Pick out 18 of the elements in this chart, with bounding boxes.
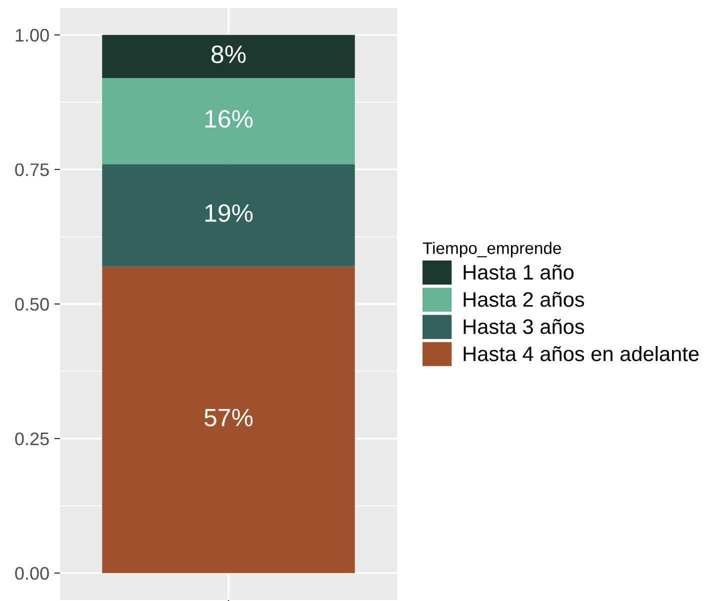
- legend-label: Hasta 1 año: [464, 264, 574, 280]
- data-label: 16%: [205, 110, 253, 128]
- legend-label: Hasta 3 años: [464, 318, 584, 334]
- data-label: 8%: [212, 45, 246, 64]
- text: 0.75: [15, 163, 49, 176]
- data-label: 19%: [205, 204, 253, 222]
- legend-title: Tiempo_emprende: [422, 242, 562, 258]
- data-label: 57%: [204, 408, 253, 426]
- bar: [102, 266, 355, 574]
- text: 1.00: [16, 28, 49, 42]
- text: 0.00: [15, 567, 49, 580]
- text: 0.25: [15, 432, 49, 446]
- bar: [102, 164, 355, 266]
- bar: [102, 78, 355, 164]
- bar: [102, 34, 355, 78]
- legend-label: Hasta 4 años en adelante: [464, 346, 699, 362]
- legend-label: Hasta 2 años: [464, 292, 584, 307]
- text: 0.50: [15, 298, 49, 311]
